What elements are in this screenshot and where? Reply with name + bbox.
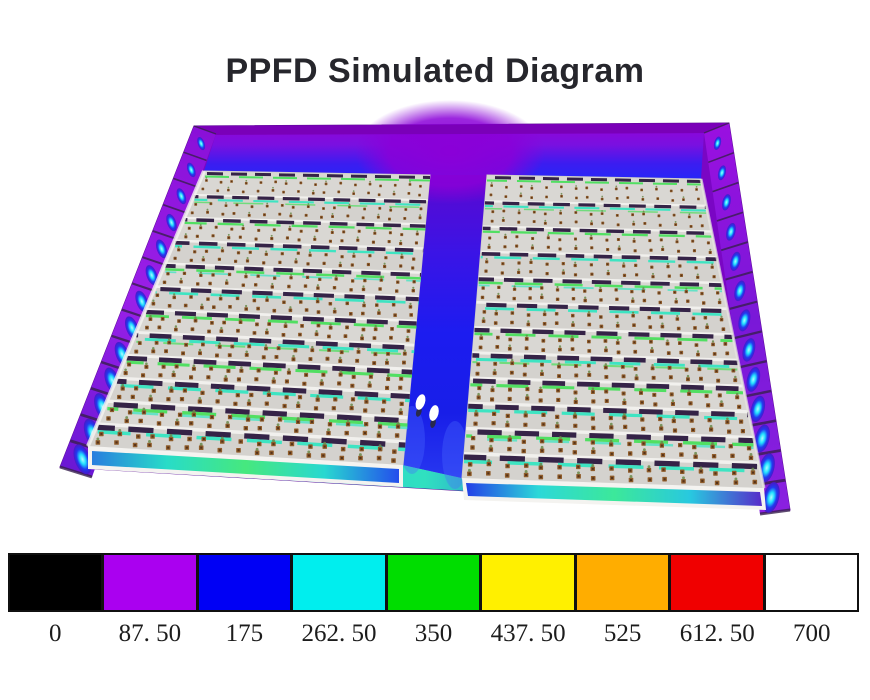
scale-label: 437. 50 (490, 620, 566, 647)
scale-label: 612. 50 (679, 620, 755, 647)
scale-label: 700 (793, 620, 831, 647)
scale-label: 175 (225, 620, 264, 647)
scale-block (671, 555, 766, 610)
ppfd-color-scale (8, 553, 859, 612)
scale-label: 525 (603, 620, 642, 647)
left-rack (86, 170, 431, 466)
scale-block (482, 555, 577, 610)
scale-label: 0 (49, 620, 62, 647)
page-title: PPFD Simulated Diagram (225, 52, 645, 90)
scale-block (198, 555, 294, 610)
scale-block (387, 555, 483, 610)
scale-label: 262. 50 (301, 620, 377, 647)
ppfd-scale-labels: 0 87. 50 175 262. 50 350 437. 50 525 612. 50 700 (8, 620, 859, 648)
right-wall (703, 122, 791, 516)
scale-block (104, 555, 199, 610)
scale-block (293, 555, 388, 610)
rack-front-faces (88, 446, 766, 510)
people-in-aisle (415, 394, 439, 428)
scale-block (765, 555, 857, 610)
ppfd-3d-diagram (59, 100, 791, 516)
scale-label: 87. 50 (118, 620, 182, 647)
scale-block (10, 555, 105, 610)
scale-label: 350 (414, 620, 453, 647)
scale-block (576, 555, 672, 610)
right-rack (461, 174, 766, 489)
